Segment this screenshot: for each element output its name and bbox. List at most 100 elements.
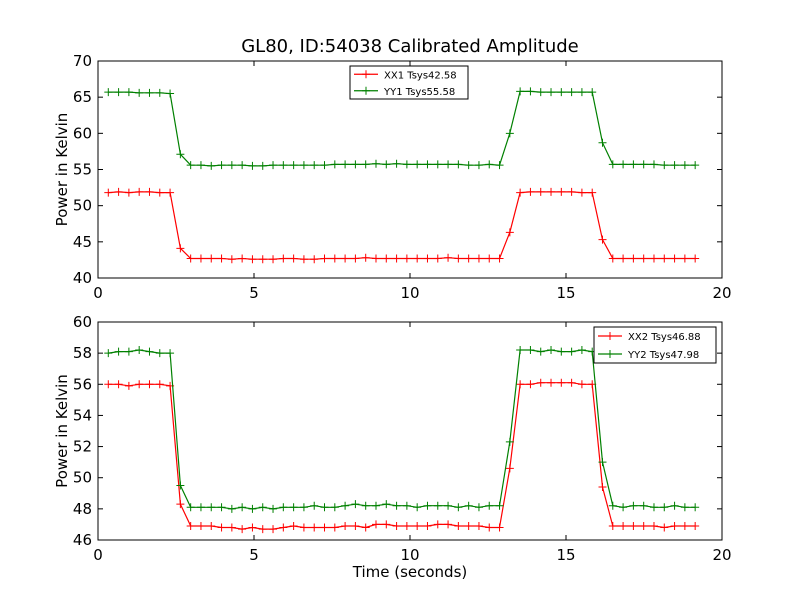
data-point — [227, 504, 236, 513]
data-point — [371, 501, 380, 510]
data-point — [619, 160, 628, 169]
data-point — [495, 254, 504, 263]
data-point — [289, 254, 298, 263]
x-tick-label: 5 — [249, 284, 259, 302]
data-point — [104, 188, 113, 197]
data-point — [608, 254, 617, 263]
data-point — [392, 521, 401, 530]
data-point — [629, 160, 638, 169]
legend-label: YY1 Tsys55.58 — [383, 87, 455, 98]
data-point — [289, 503, 298, 512]
data-point — [402, 254, 411, 263]
data-point — [608, 521, 617, 530]
data-point — [557, 88, 566, 97]
data-point — [166, 349, 175, 358]
data-point — [433, 520, 442, 529]
data-point — [680, 161, 689, 170]
data-point — [114, 380, 123, 389]
data-point — [485, 160, 494, 169]
y-tick-label: 54 — [73, 406, 92, 424]
data-point — [351, 254, 360, 263]
data-point — [196, 254, 205, 263]
y-tick-label: 60 — [73, 124, 92, 142]
data-point — [320, 523, 329, 532]
data-point — [166, 89, 175, 98]
data-point — [464, 161, 473, 170]
data-point — [413, 160, 422, 169]
legend-label: XX2 Tsys46.88 — [628, 332, 701, 343]
data-point — [330, 523, 339, 532]
data-point — [536, 187, 545, 196]
x-tick-label: 15 — [556, 284, 575, 302]
data-point — [176, 150, 185, 159]
data-point — [402, 521, 411, 530]
data-point — [547, 88, 556, 97]
data-point — [155, 188, 164, 197]
data-point — [649, 160, 658, 169]
data-point — [207, 161, 216, 170]
data-point — [135, 346, 144, 355]
data-point — [289, 161, 298, 170]
data-point — [444, 253, 453, 262]
data-point — [547, 378, 556, 387]
y-tick-label: 55 — [73, 161, 92, 179]
data-point — [639, 501, 648, 510]
data-point — [238, 161, 247, 170]
data-point — [577, 346, 586, 355]
data-point — [444, 520, 453, 529]
x-tick-label: 0 — [93, 546, 103, 564]
data-point — [567, 88, 576, 97]
data-point — [413, 503, 422, 512]
y-tick-label: 52 — [73, 438, 92, 456]
data-point — [114, 187, 123, 196]
data-point — [238, 503, 247, 512]
data-point — [454, 503, 463, 512]
legend-box — [593, 326, 717, 364]
data-point — [299, 503, 308, 512]
data-point — [135, 380, 144, 389]
data-point — [619, 503, 628, 512]
data-point — [351, 500, 360, 509]
data-point — [269, 255, 278, 264]
data-point — [382, 500, 391, 509]
data-point — [598, 458, 607, 467]
data-point — [104, 88, 113, 97]
data-point — [341, 521, 350, 530]
data-point — [310, 161, 319, 170]
data-point — [269, 504, 278, 513]
data-point — [258, 503, 267, 512]
data-point — [279, 254, 288, 263]
data-point — [207, 521, 216, 530]
data-point — [557, 378, 566, 387]
data-point — [536, 347, 545, 356]
data-point — [361, 160, 370, 169]
data-point — [392, 159, 401, 168]
data-point — [598, 138, 607, 147]
data-point — [547, 346, 556, 355]
data-point — [207, 503, 216, 512]
data-point — [608, 160, 617, 169]
data-point — [526, 87, 535, 96]
data-point — [330, 254, 339, 263]
data-point — [186, 161, 195, 170]
top-panel: 0 5 10 15 20 40 45 50 55 60 65 70 Power in Kelvin XX1… — [53, 52, 732, 302]
data-point — [557, 347, 566, 356]
data-point — [670, 161, 679, 170]
data-point — [104, 380, 113, 389]
data-point — [299, 523, 308, 532]
data-point — [557, 187, 566, 196]
data-point — [330, 160, 339, 169]
data-point — [516, 87, 525, 96]
data-point — [516, 188, 525, 197]
y-tick-label: 58 — [73, 344, 92, 362]
legend-label: XX1 Tsys42.58 — [384, 70, 457, 81]
data-point — [526, 187, 535, 196]
legend-box — [349, 65, 469, 100]
data-point — [464, 521, 473, 530]
data-point — [454, 160, 463, 169]
data-point — [629, 521, 638, 530]
data-point — [577, 188, 586, 197]
data-point — [691, 254, 700, 263]
legend-marker — [362, 70, 370, 79]
